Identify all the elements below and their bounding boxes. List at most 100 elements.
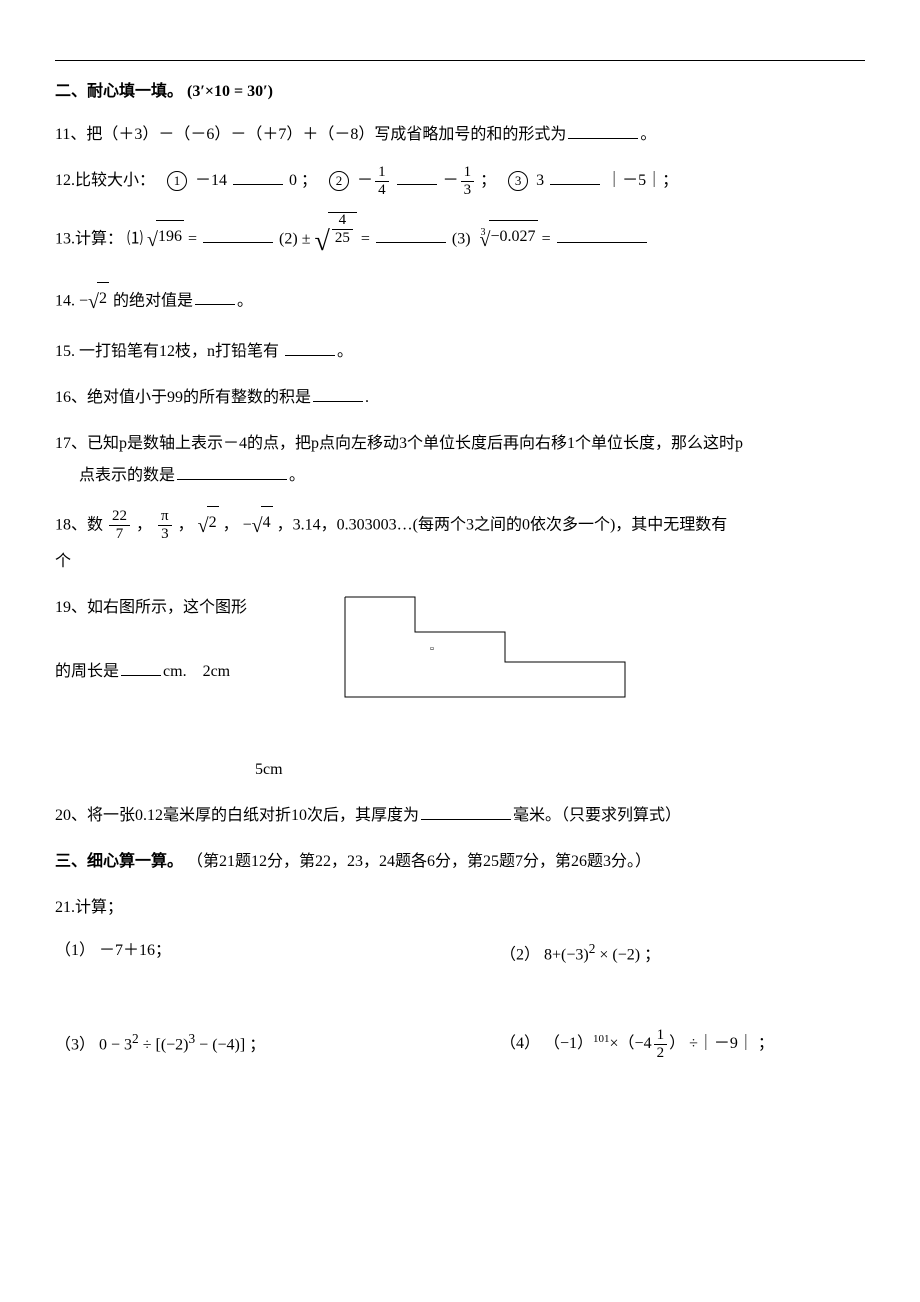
q12-blank3 bbox=[550, 168, 600, 185]
q21-4-c: ） ÷｜－9｜ ； bbox=[669, 1035, 774, 1052]
q18-sep3: ， bbox=[223, 516, 239, 533]
q18-sep2: ， bbox=[178, 516, 194, 533]
q11: 11、把（＋3）－（－6）－（＋7）＋（－8）写成省略加号的和的形式为 。 bbox=[55, 119, 865, 151]
q21-3-c: − (−4)] ； bbox=[195, 1036, 265, 1053]
q12-p2-tail: ； bbox=[480, 172, 496, 189]
q13-eq1: = bbox=[188, 230, 201, 247]
q21-3-exp1: 2 bbox=[132, 1031, 139, 1046]
q13-p3-lead: (3) bbox=[452, 230, 471, 247]
q16-text: 16、绝对值小于99的所有整数的积是 bbox=[55, 389, 311, 406]
q16-tail: . bbox=[365, 389, 369, 406]
q13-lead: 13.计算： bbox=[55, 230, 123, 247]
q11-text: 11、把（＋3）－（－6）－（＋7）＋（－8）写成省略加号的和的形式为 bbox=[55, 126, 566, 143]
q15-blank bbox=[285, 339, 335, 356]
q18: 18、数 227 ， π3 ， √2 ， −√4 ，3.14，0.303003…… bbox=[55, 506, 865, 578]
q17-b: 点表示的数是 bbox=[79, 467, 175, 484]
q13-eq2: = bbox=[361, 230, 374, 247]
q13-p1-lead: ⑴ bbox=[127, 230, 143, 247]
q15-text: 15. 一打铅笔有12枝，n打铅笔有 bbox=[55, 343, 283, 360]
cbrt-0027: √−0.027 bbox=[480, 220, 538, 260]
q20-blank bbox=[421, 803, 511, 820]
section3-title-rest: （第21题12分，第22，23，24题各6分，第25题7分，第26题3分。） bbox=[187, 853, 651, 870]
q21-lead: 21.计算； bbox=[55, 892, 865, 924]
section3-title-row: 三、细心算一算。 （第21题12分，第22，23，24题各6分，第25题7分，第… bbox=[55, 846, 865, 878]
frac-22-7-den: 7 bbox=[109, 525, 130, 542]
q21-row1: （1） －7＋16； （2） 8+(−3)2 × (−2) ； bbox=[55, 938, 865, 968]
q20-b: 毫米。（只要求列算式） bbox=[513, 807, 681, 824]
q21-3-a: （3） 0 − 3 bbox=[55, 1036, 132, 1053]
q12-blank1 bbox=[233, 168, 283, 185]
step-polyline bbox=[345, 597, 625, 697]
q17-tail: 。 bbox=[289, 467, 305, 484]
q21-3: （3） 0 − 32 ÷ [(−2)3 − (−4)] ； bbox=[55, 1028, 420, 1061]
q11-tail: 。 bbox=[640, 126, 656, 143]
step-shape-svg: ▫ bbox=[335, 592, 635, 702]
circled-2: 2 bbox=[329, 171, 349, 191]
q15-tail: 。 bbox=[337, 343, 353, 360]
q12-p3-a: 3 bbox=[536, 172, 544, 189]
frac-4-25-num: 4 bbox=[332, 213, 353, 229]
q19-2cm: 2cm bbox=[203, 663, 231, 680]
q21-2-b: (−3) bbox=[561, 946, 589, 963]
section3-title: 三、细心算一算。 bbox=[55, 853, 183, 870]
frac-22-7-num: 22 bbox=[109, 509, 130, 525]
q13-blank2 bbox=[376, 226, 446, 243]
q14-blank bbox=[195, 288, 235, 305]
frac-1-3: 13 bbox=[461, 165, 475, 198]
q13-eq3: = bbox=[542, 230, 555, 247]
q19-blank bbox=[121, 659, 161, 676]
q21-2: （2） 8+(−3)2 × (−2) ； bbox=[500, 938, 865, 968]
q21-2-a: （2） 8+ bbox=[500, 946, 561, 963]
sqrt-196: √196 bbox=[147, 220, 184, 260]
sqrt-2-q14: √2 bbox=[88, 282, 109, 322]
frac-pi-3-den: 3 bbox=[158, 525, 172, 542]
q21-3-b: ÷ [(−2) bbox=[139, 1036, 189, 1053]
q12-p1-b: 0 ； bbox=[289, 172, 317, 189]
q13: 13.计算： ⑴ √196 = (2) ± √425 = (3) 3√−0.02… bbox=[55, 212, 865, 268]
sqrt-2-q18: √2 bbox=[198, 506, 219, 546]
frac-1-2-num: 1 bbox=[654, 1028, 668, 1044]
sqrt-4-q18: √4 bbox=[252, 506, 273, 546]
q20-a: 20、将一张0.12毫米厚的白纸对折10次后，其厚度为 bbox=[55, 807, 419, 824]
q17-b-wrap: 点表示的数是 。 bbox=[55, 467, 305, 484]
q19-b: 的周长是 bbox=[55, 663, 119, 680]
q14-b: 的绝对值是 bbox=[109, 292, 193, 309]
q13-p2-lead: (2) ± bbox=[279, 230, 310, 247]
frac-4-25: 425 bbox=[332, 213, 353, 246]
q19-5cm-row: 5cm bbox=[55, 754, 865, 786]
q12-blank2 bbox=[397, 168, 437, 185]
q21-2-c: × (−2) ； bbox=[595, 946, 660, 963]
q21-1: （1） －7＋16； bbox=[55, 938, 420, 968]
q13-blank1 bbox=[203, 226, 273, 243]
section2-title: 二、耐心填一填。 (3′×10 = 30′) bbox=[55, 79, 865, 105]
q17-blank bbox=[177, 463, 287, 480]
q15: 15. 一打铅笔有12枝，n打铅笔有 。 bbox=[55, 336, 865, 368]
frac-1-2-den: 2 bbox=[654, 1044, 668, 1061]
q12-lead: 12.比较大小： bbox=[55, 172, 155, 189]
square-mark: ▫ bbox=[430, 643, 434, 655]
q21-4-exp: 101 bbox=[593, 1032, 610, 1044]
q21-4: （4） （−1）101×（−412） ÷｜－9｜ ； bbox=[500, 1028, 865, 1061]
sqrt-4-25: √425 bbox=[314, 212, 356, 268]
q17: 17、已知p是数轴上表示－4的点，把p点向左移动3个单位长度后再向右移1个单位长… bbox=[55, 428, 865, 492]
q21-4-b: ×（−4 bbox=[610, 1035, 652, 1052]
circled-3: 3 bbox=[508, 171, 528, 191]
q20: 20、将一张0.12毫米厚的白纸对折10次后，其厚度为 毫米。（只要求列算式） bbox=[55, 800, 865, 832]
sqrt-4-q18-val: 4 bbox=[261, 506, 273, 539]
q11-blank bbox=[568, 122, 638, 139]
sqrt-2-val: 2 bbox=[97, 282, 109, 315]
q19-a: 19、如右图所示，这个图形 bbox=[55, 599, 247, 616]
q18-rest: ，3.14，0.303003…(每两个3之间的0依次多一个)，其中无理数有 bbox=[277, 516, 728, 533]
frac-pi-3: π3 bbox=[158, 509, 172, 542]
sqrt-2-q18-val: 2 bbox=[207, 506, 219, 539]
q18-sep1: ， bbox=[136, 516, 152, 533]
q17-a: 17、已知p是数轴上表示－4的点，把p点向左移动3个单位长度后再向右移1个单位长… bbox=[55, 435, 743, 452]
q18-tail: 个 bbox=[55, 553, 71, 570]
frac-22-7: 227 bbox=[109, 509, 130, 542]
frac-1-2: 12 bbox=[654, 1028, 668, 1061]
q12: 12.比较大小： 1 －14 0 ； 2 －14 －13 ； 3 3 ｜－5｜； bbox=[55, 165, 865, 198]
q12-p2-a: － bbox=[357, 172, 373, 189]
frac-pi-3-num: π bbox=[158, 509, 172, 525]
q12-p1-a: －14 bbox=[195, 172, 227, 189]
frac-4-25-den: 25 bbox=[332, 229, 353, 246]
